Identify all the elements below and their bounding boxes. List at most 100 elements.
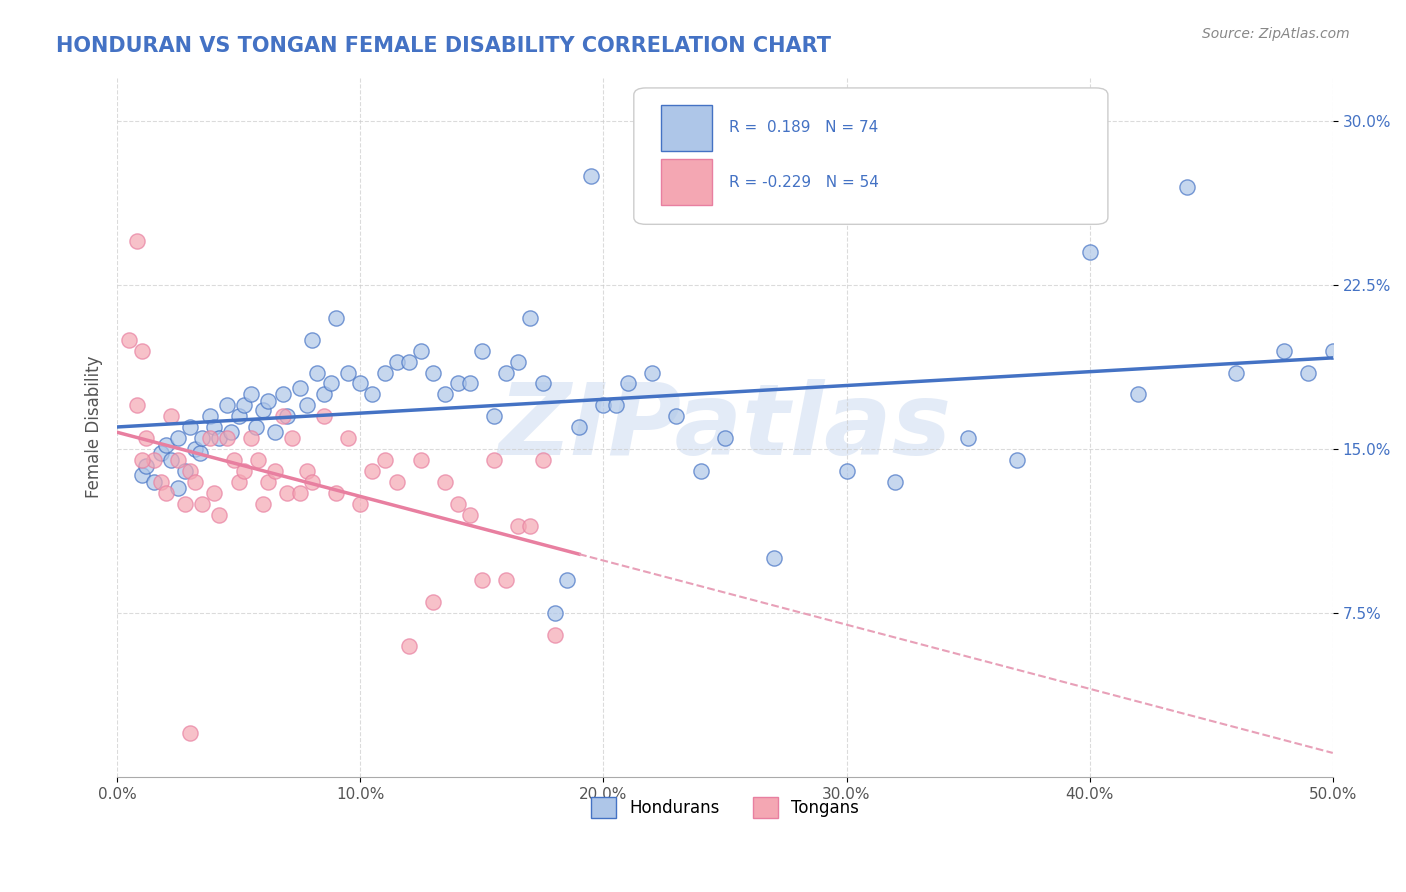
Point: [232, 464, 254, 478]
Text: HONDURAN VS TONGAN FEMALE DISABILITY CORRELATION CHART: HONDURAN VS TONGAN FEMALE DISABILITY COR…: [56, 36, 831, 55]
Point: [191, 497, 214, 511]
Point: [301, 333, 323, 347]
Point: [149, 475, 172, 489]
Point: [321, 376, 343, 391]
Point: [191, 431, 214, 445]
Point: [398, 639, 420, 653]
Bar: [661, 160, 711, 205]
Point: [239, 431, 262, 445]
Point: [568, 420, 591, 434]
Point: [519, 518, 541, 533]
Point: [198, 431, 221, 445]
Point: [257, 475, 280, 489]
Point: [616, 376, 638, 391]
Point: [118, 333, 141, 347]
Point: [198, 409, 221, 424]
Point: [228, 475, 250, 489]
Point: [349, 497, 371, 511]
Point: [239, 387, 262, 401]
Point: [252, 402, 274, 417]
Point: [1322, 343, 1344, 358]
Point: [519, 310, 541, 325]
Point: [385, 354, 408, 368]
Point: [544, 606, 567, 620]
Point: [135, 431, 157, 445]
Point: [325, 310, 347, 325]
Point: [167, 453, 190, 467]
Point: [446, 497, 468, 511]
Point: [264, 464, 287, 478]
Point: [446, 376, 468, 391]
Point: [508, 518, 530, 533]
Legend: Hondurans, Tongans: Hondurans, Tongans: [583, 791, 866, 824]
Point: [312, 409, 335, 424]
Point: [714, 431, 737, 445]
Point: [581, 169, 603, 183]
Point: [544, 628, 567, 642]
Point: [398, 354, 420, 368]
Point: [555, 573, 578, 587]
Point: [641, 366, 664, 380]
Point: [179, 726, 201, 740]
Point: [204, 485, 226, 500]
Point: [228, 409, 250, 424]
Point: [264, 425, 287, 439]
Point: [434, 475, 457, 489]
Point: [288, 381, 311, 395]
Point: [288, 485, 311, 500]
Point: [957, 431, 980, 445]
Point: [592, 398, 614, 412]
Point: [325, 485, 347, 500]
Point: [159, 409, 181, 424]
Point: [531, 376, 554, 391]
Point: [508, 354, 530, 368]
Point: [1225, 366, 1247, 380]
Point: [1175, 179, 1198, 194]
Point: [305, 366, 328, 380]
Point: [337, 431, 360, 445]
Point: [208, 431, 231, 445]
Point: [184, 475, 207, 489]
Point: [1128, 387, 1150, 401]
Point: [184, 442, 207, 456]
Point: [125, 398, 148, 412]
Text: Source: ZipAtlas.com: Source: ZipAtlas.com: [1202, 27, 1350, 41]
Point: [361, 387, 384, 401]
Point: [374, 366, 396, 380]
Point: [665, 409, 688, 424]
Point: [142, 453, 165, 467]
Point: [131, 453, 153, 467]
Point: [531, 453, 554, 467]
Point: [361, 464, 384, 478]
Point: [884, 475, 907, 489]
Point: [159, 453, 181, 467]
Point: [1272, 343, 1295, 358]
Point: [385, 475, 408, 489]
Point: [271, 409, 294, 424]
Point: [1078, 245, 1101, 260]
Point: [337, 366, 360, 380]
Point: [312, 387, 335, 401]
Point: [125, 235, 148, 249]
Point: [762, 551, 785, 566]
Point: [208, 508, 231, 522]
Point: [409, 343, 432, 358]
Point: [131, 343, 153, 358]
Point: [167, 481, 190, 495]
Point: [155, 437, 177, 451]
Point: [271, 387, 294, 401]
Point: [188, 446, 211, 460]
Point: [1298, 366, 1320, 380]
Point: [276, 409, 298, 424]
Point: [605, 398, 627, 412]
Point: [179, 420, 201, 434]
Point: [482, 409, 505, 424]
Point: [422, 595, 444, 609]
Point: [174, 464, 197, 478]
Point: [142, 475, 165, 489]
Point: [204, 420, 226, 434]
Text: ZIPatlas: ZIPatlas: [498, 378, 952, 475]
Point: [301, 475, 323, 489]
Point: [281, 431, 304, 445]
Bar: [661, 105, 711, 151]
